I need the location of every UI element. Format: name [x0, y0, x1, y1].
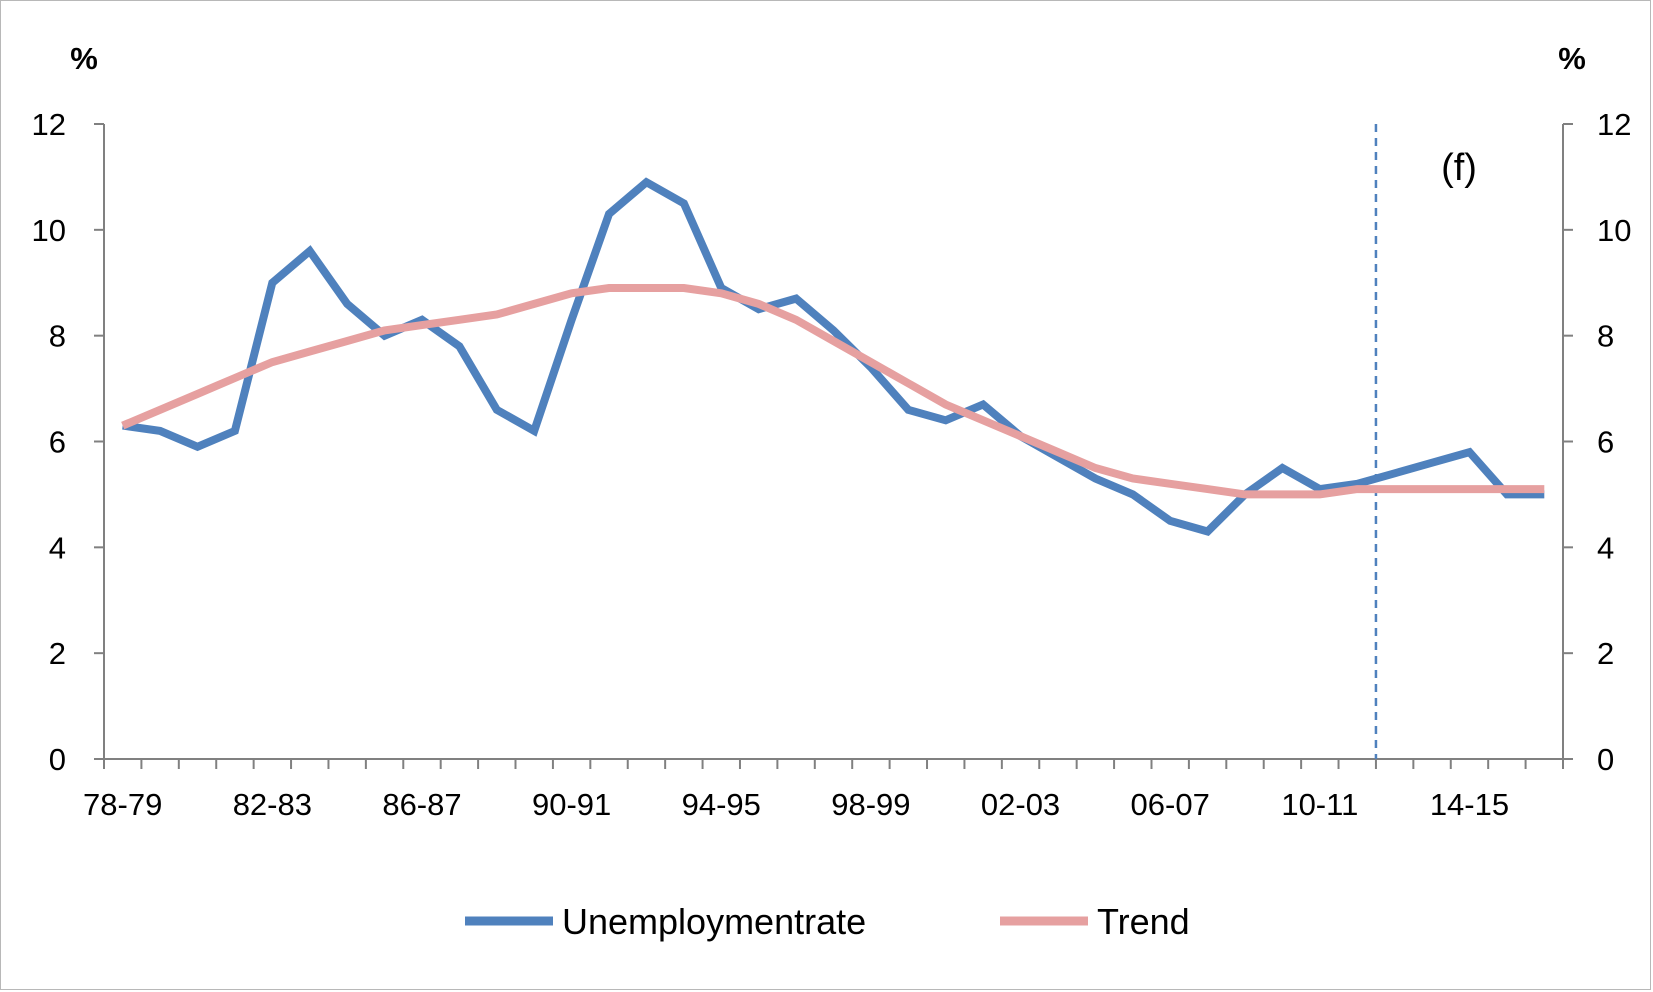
- x-tick-label: 78-79: [83, 787, 162, 822]
- right-y-tick-label: 6: [1597, 425, 1614, 460]
- legend-label: Trend: [1097, 901, 1190, 942]
- right-y-tick-label: 2: [1597, 636, 1614, 671]
- left-unit-label: %: [70, 41, 98, 76]
- left-y-tick-label: 0: [49, 742, 66, 777]
- left-y-tick-label: 4: [49, 530, 66, 565]
- right-y-tick-label: 4: [1597, 530, 1614, 565]
- left-y-axis: 0 2 4 6 8 10 12: [32, 107, 105, 777]
- x-tick-label: 02-03: [981, 787, 1060, 822]
- forecast-annotation: (f): [1441, 147, 1477, 189]
- x-axis: 78-79 82-83 86-87 90-91 94-95 98-99 02-03 06-07…: [83, 758, 1564, 822]
- x-tick-label: 06-07: [1131, 787, 1210, 822]
- x-tick-label: 14-15: [1430, 787, 1509, 822]
- right-y-tick-label: 10: [1597, 213, 1631, 248]
- legend-item-unemployment-rate: Unemploymentrate: [465, 901, 866, 942]
- legend-item-trend: Trend: [1000, 901, 1190, 942]
- x-tick-label: 82-83: [233, 787, 312, 822]
- plot-area: [121, 124, 1545, 759]
- legend-label: Unemploymentrate: [562, 901, 866, 942]
- left-y-tick-label: 10: [32, 213, 66, 248]
- right-y-tick-label: 12: [1597, 107, 1631, 142]
- left-y-tick-label: 12: [32, 107, 66, 142]
- left-y-tick-label: 6: [49, 425, 66, 460]
- right-y-tick-label: 0: [1597, 742, 1614, 777]
- x-tick-label: 94-95: [682, 787, 761, 822]
- left-y-tick-label: 2: [49, 636, 66, 671]
- right-y-tick-label: 8: [1597, 319, 1614, 354]
- series-line-unemployment-rate: [122, 177, 1545, 536]
- right-y-axis: 0 2 4 6 8 10 12: [1562, 107, 1631, 777]
- left-y-tick-label: 8: [49, 319, 66, 354]
- legend: Unemploymentrate Trend: [465, 901, 1190, 942]
- x-tick-label: 98-99: [831, 787, 910, 822]
- x-tick-label: 86-87: [382, 787, 461, 822]
- right-unit-label: %: [1558, 41, 1586, 76]
- x-tick-label: 90-91: [532, 787, 611, 822]
- x-tick-label: 10-11: [1281, 787, 1358, 822]
- series-line-trend: [121, 284, 1545, 499]
